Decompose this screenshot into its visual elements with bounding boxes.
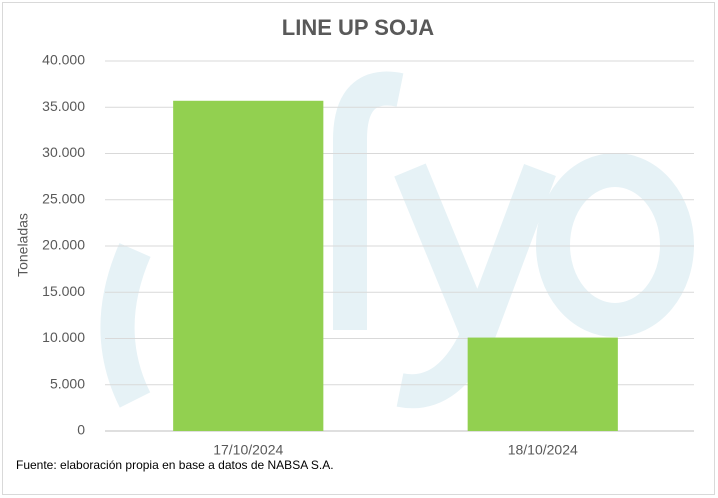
watermark <box>100 71 694 409</box>
x-tick-label: 17/10/2024 <box>213 442 283 458</box>
y-tick-label: 15.000 <box>42 283 85 299</box>
y-tick-label: 40.000 <box>42 52 85 68</box>
x-tick-label: 18/10/2024 <box>508 442 578 458</box>
source-note: Fuente: elaboración propia en base a dat… <box>16 458 334 472</box>
watermark-y <box>394 163 556 409</box>
watermark-arc <box>100 243 151 408</box>
bar <box>467 337 618 431</box>
bar <box>173 100 324 432</box>
y-tick-label: 0 <box>77 422 85 438</box>
y-tick-label: 35.000 <box>42 98 85 114</box>
y-tick-label: 30.000 <box>42 144 85 160</box>
y-tick-label: 20.000 <box>42 237 85 253</box>
y-tick-label: 25.000 <box>42 190 85 206</box>
watermark-f <box>333 71 404 330</box>
y-tick-label: 10.000 <box>42 329 85 345</box>
y-tick-label: 5.000 <box>50 375 85 391</box>
chart-title: LINE UP SOJA <box>282 15 435 40</box>
y-axis-label: Toneladas <box>15 213 31 277</box>
watermark-o <box>536 153 694 337</box>
